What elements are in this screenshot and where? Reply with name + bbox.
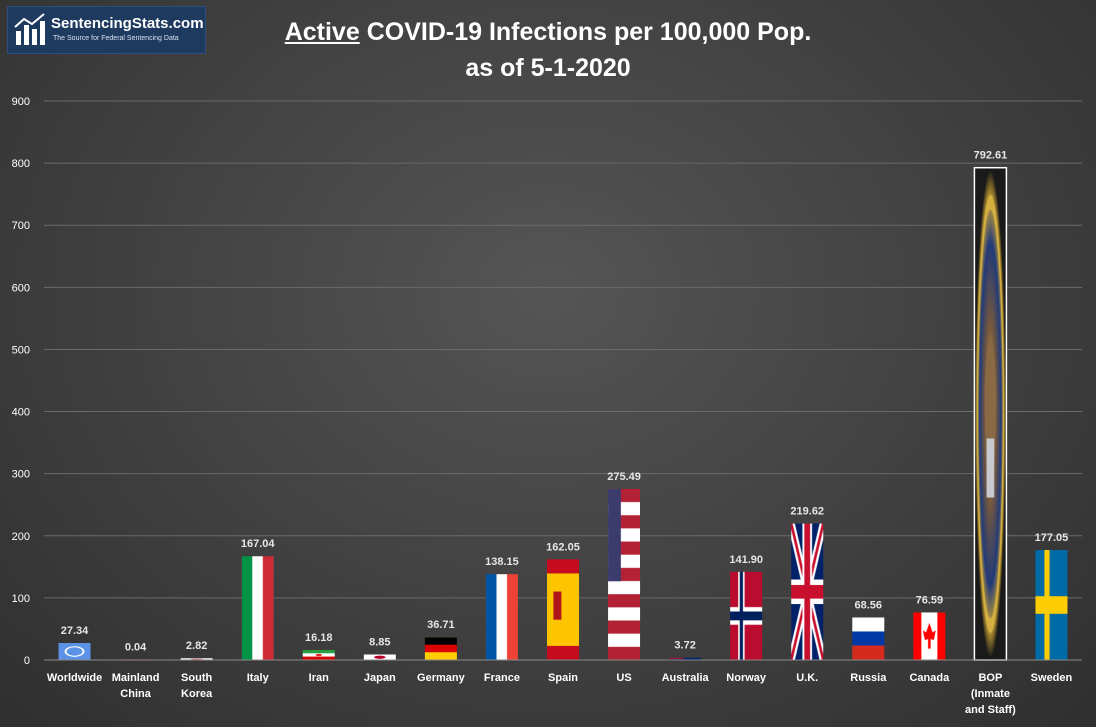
data-label: 27.34 — [61, 625, 89, 637]
bar — [913, 612, 946, 660]
x-tick-label: U.K. — [796, 672, 818, 684]
x-tick-label: Italy — [247, 672, 270, 684]
y-tick-label: 300 — [12, 469, 30, 481]
chart-title: Active COVID-19 Infections per 100,000 P… — [0, 14, 1096, 86]
y-tick-label: 700 — [12, 220, 30, 232]
x-tick-label: France — [484, 672, 520, 684]
bar — [547, 559, 579, 660]
x-tick-label: Iran — [309, 672, 329, 684]
x-tick-label: US — [616, 672, 631, 684]
bar — [973, 166, 1008, 661]
x-tick-label: Germany — [417, 672, 466, 684]
bar — [302, 649, 335, 660]
data-label: 16.18 — [305, 632, 333, 644]
bar — [669, 657, 702, 660]
y-tick-label: 100 — [12, 593, 30, 605]
bar — [1035, 550, 1068, 660]
x-tick-label: Norway — [726, 672, 767, 684]
x-tick-label: Mainland China — [112, 672, 160, 700]
sentencingstats-logo[interactable]: SentencingStats.com The Source for Feder… — [7, 6, 206, 54]
logo-name: SentencingStats.com — [51, 15, 204, 32]
data-label: 36.71 — [427, 619, 455, 631]
bar — [852, 617, 885, 660]
bar-chart-logo-icon — [14, 13, 45, 45]
x-tick-label: Spain — [548, 672, 578, 684]
title-emphasis: Active — [284, 18, 360, 46]
data-label: 167.04 — [241, 538, 276, 550]
title-line1-rest: COVID-19 Infections per 100,000 Pop. — [359, 18, 812, 46]
x-tick-label: Sweden — [1031, 672, 1073, 684]
bar — [485, 574, 518, 660]
data-label: 162.05 — [546, 541, 580, 553]
data-label: 76.59 — [916, 594, 944, 606]
data-label: 275.49 — [607, 471, 641, 483]
bar — [608, 488, 641, 660]
data-label: 141.90 — [729, 554, 763, 566]
bar — [363, 654, 396, 660]
data-label: 177.05 — [1035, 532, 1069, 544]
bar — [241, 556, 274, 660]
chart-title-line1: Active COVID-19 Infections per 100,000 P… — [0, 14, 1096, 50]
logo-tagline: The Source for Federal Sentencing Data — [53, 35, 179, 42]
bar — [180, 658, 213, 660]
bar — [791, 523, 824, 660]
data-label: 792.61 — [974, 150, 1008, 162]
bar — [730, 571, 763, 660]
y-tick-label: 200 — [12, 531, 30, 543]
x-tick-label: Worldwide — [47, 672, 102, 684]
y-tick-label: 900 — [12, 96, 30, 108]
y-tick-label: 0 — [24, 655, 30, 667]
data-label: 0.04 — [125, 641, 147, 653]
x-tick-label: Australia — [662, 672, 710, 684]
y-tick-label: 500 — [12, 344, 30, 356]
x-tick-label: Russia — [850, 672, 887, 684]
data-label: 219.62 — [790, 506, 824, 518]
bar — [424, 637, 457, 660]
bar — [58, 643, 91, 660]
x-tick-label: BOP (Inmate and Staff) — [965, 672, 1016, 716]
y-tick-label: 600 — [12, 282, 30, 294]
y-tick-label: 800 — [12, 158, 30, 170]
x-tick-label: Canada — [909, 672, 950, 684]
y-tick-label: 400 — [12, 407, 30, 419]
data-label: 3.72 — [674, 640, 695, 652]
data-label: 138.15 — [485, 556, 519, 568]
data-label: 8.85 — [369, 637, 390, 649]
x-tick-label: Japan — [364, 672, 396, 684]
x-tick-label: South Korea — [181, 672, 213, 700]
data-label: 68.56 — [855, 599, 883, 611]
data-label: 2.82 — [186, 640, 207, 652]
chart-title-line2: as of 5-1-2020 — [465, 54, 631, 82]
